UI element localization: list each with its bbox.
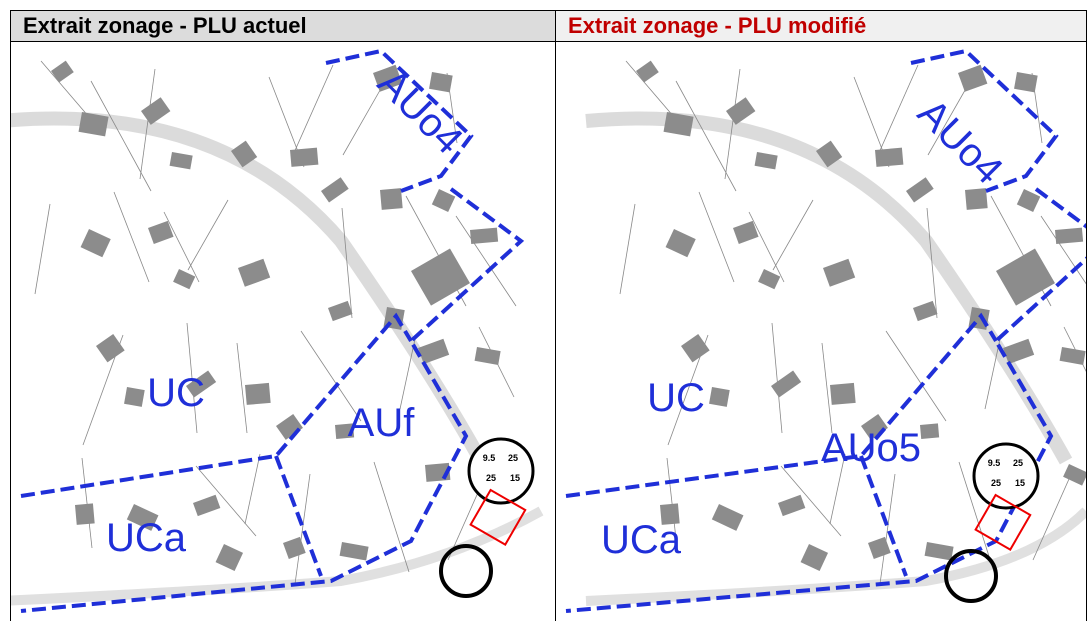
- building: [283, 537, 306, 559]
- building: [173, 269, 195, 289]
- building: [771, 371, 801, 398]
- building: [920, 423, 939, 439]
- building: [51, 61, 74, 83]
- building: [193, 495, 220, 516]
- building: [1063, 464, 1086, 486]
- building: [290, 148, 318, 167]
- parcel-line: [114, 192, 149, 282]
- parcel-line: [245, 454, 260, 524]
- building: [475, 347, 501, 365]
- building: [96, 334, 125, 362]
- building: [276, 414, 303, 440]
- building: [709, 387, 730, 407]
- grid-label: 25: [508, 453, 518, 463]
- parcel-line: [620, 204, 635, 294]
- map-cell: 9.5 25 25 15 AUo4 UC AUf UCa: [10, 41, 556, 621]
- parcel-line: [1033, 470, 1073, 560]
- marker-circle: [441, 546, 491, 596]
- building: [1014, 72, 1038, 92]
- building: [1060, 347, 1086, 365]
- parcel-line: [878, 65, 918, 155]
- building: [913, 301, 938, 321]
- parcel-line: [188, 200, 228, 270]
- parcel-line: [374, 462, 409, 572]
- zone-label: AUo4: [369, 61, 471, 163]
- parcel-line: [772, 323, 782, 433]
- building: [170, 152, 193, 169]
- building: [470, 228, 498, 244]
- building: [245, 383, 271, 405]
- panel-title: Extrait zonage - PLU actuel: [10, 10, 556, 42]
- zone-label: UC: [147, 371, 205, 415]
- building: [1003, 339, 1034, 364]
- building: [418, 339, 449, 364]
- grid-label: 25: [991, 478, 1001, 488]
- parcel-line: [880, 474, 895, 584]
- parcel-line: [699, 192, 734, 282]
- building: [666, 229, 696, 257]
- map: 9.5 25 25 15 AUo4 UC AUo5 UCa: [556, 41, 1086, 621]
- building: [801, 544, 828, 571]
- building: [75, 503, 95, 524]
- building: [340, 542, 369, 560]
- grid-circle: [974, 444, 1038, 508]
- zone-label: AUo5: [821, 426, 921, 470]
- building: [238, 259, 270, 287]
- zone-label: UCa: [601, 518, 682, 562]
- page: Extrait zonage - PLU actuel Extrait zona…: [0, 0, 1090, 621]
- zone-label: UC: [647, 376, 705, 420]
- building: [1055, 228, 1083, 244]
- grid-label: 9.5: [483, 453, 496, 463]
- grid-label: 15: [1015, 478, 1025, 488]
- parcel-line: [35, 204, 50, 294]
- building: [906, 177, 934, 202]
- building: [875, 148, 903, 167]
- panel-title: Extrait zonage - PLU modifié: [555, 10, 1087, 42]
- building: [432, 189, 455, 212]
- grid-circle: [469, 439, 533, 503]
- building: [216, 544, 243, 571]
- building: [778, 495, 805, 516]
- zone-label: AUo4: [909, 91, 1011, 193]
- building: [830, 383, 856, 405]
- map-cell: 9.5 25 25 15 AUo4 UC AUo5 UCa: [555, 41, 1087, 621]
- building: [328, 301, 353, 321]
- parcel-line: [773, 200, 813, 270]
- map: 9.5 25 25 15 AUo4 UC AUf UCa: [11, 41, 555, 621]
- building: [925, 542, 954, 560]
- building: [636, 61, 659, 83]
- building: [81, 229, 111, 257]
- building: [823, 259, 855, 287]
- zone-boundary: [566, 316, 996, 496]
- building: [758, 269, 780, 289]
- building: [965, 188, 988, 210]
- parcel-line: [886, 331, 946, 421]
- building: [681, 334, 710, 362]
- grid-label: 25: [486, 473, 496, 483]
- grid-label: 25: [1013, 458, 1023, 468]
- parcel-line: [295, 474, 310, 584]
- building: [380, 188, 403, 210]
- parcel-line: [293, 65, 333, 155]
- grid-label: 9.5: [988, 458, 1001, 468]
- building: [712, 504, 744, 531]
- zone-label: AUf: [348, 401, 416, 445]
- zone-label: UCa: [106, 516, 187, 560]
- building: [1017, 189, 1040, 212]
- building: [124, 387, 145, 407]
- parcel-line: [91, 81, 151, 191]
- grid-label: 15: [510, 473, 520, 483]
- building: [321, 177, 349, 202]
- building: [755, 152, 778, 169]
- parcel-line: [676, 81, 736, 191]
- building: [429, 72, 453, 92]
- building: [868, 537, 891, 559]
- parcel-line: [82, 458, 92, 548]
